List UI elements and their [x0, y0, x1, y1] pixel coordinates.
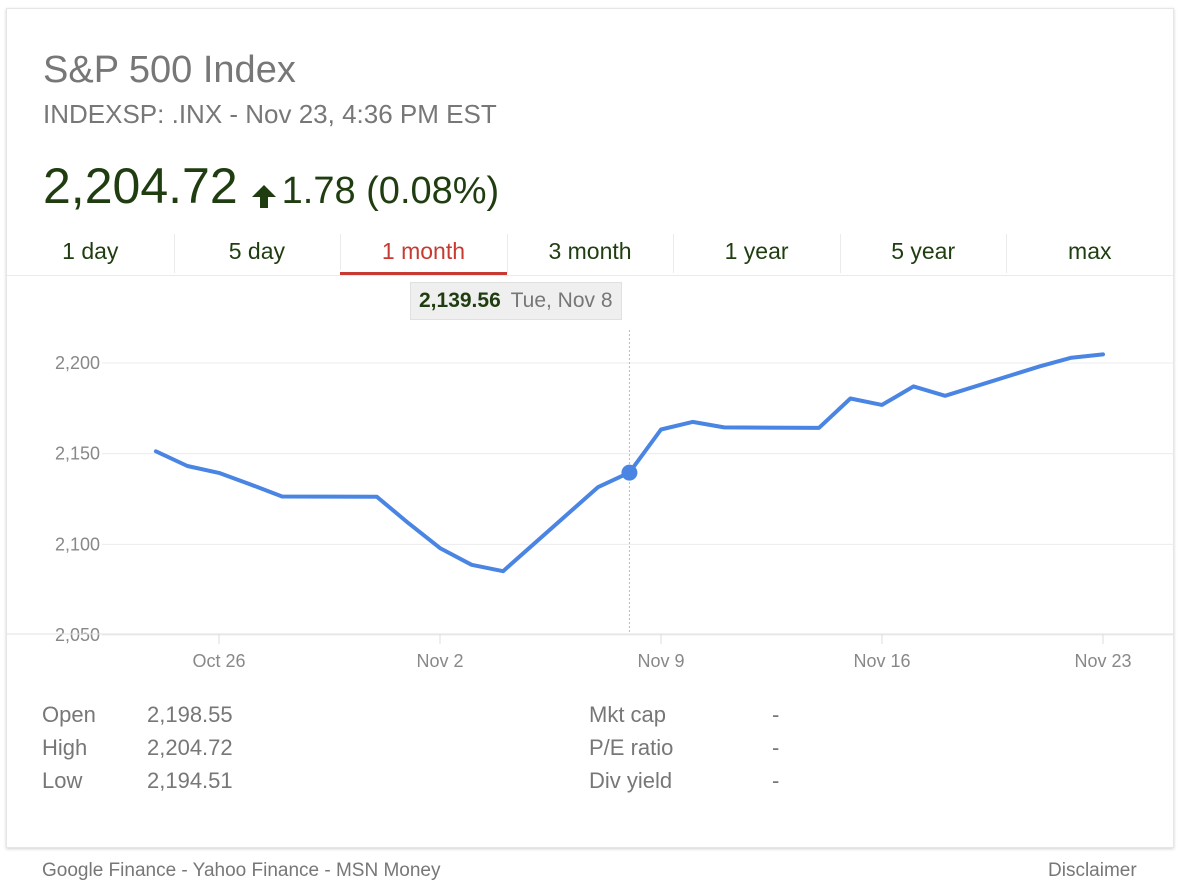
- tab-1-day[interactable]: 1 day: [62, 238, 119, 264]
- price-chart[interactable]: 2,050 2,100 2,150 2,200 Oct 26 Nov 2 Nov 9 Nov …: [0, 0, 1180, 700]
- finance-card: S&P 500 Index INDEXSP: .INX - Nov 23, 4:…: [6, 8, 1174, 848]
- tab-5-day[interactable]: 5 day: [173, 228, 341, 275]
- stat-label: Mkt cap: [589, 702, 667, 727]
- stat-label: Open: [42, 702, 96, 727]
- tab-5-year[interactable]: 5 year: [839, 228, 1007, 275]
- tab-1-month[interactable]: 1 month: [340, 228, 507, 275]
- stat-row-high: High 2,204.72: [42, 735, 302, 768]
- stats-left: Open 2,198.55 High 2,204.72 Low 2,194.51: [42, 702, 302, 801]
- stat-label: P/E ratio: [589, 735, 674, 760]
- chart-tooltip: 2,139.56 Tue, Nov 8: [410, 282, 622, 320]
- x-tick-label: Nov 9: [637, 651, 684, 671]
- x-tick-label: Nov 23: [1074, 651, 1131, 671]
- y-tick-label: 2,200: [55, 353, 100, 373]
- highlight-point: [621, 464, 638, 481]
- x-tick-label: Nov 16: [853, 651, 910, 671]
- current-price: 2,204.72: [43, 158, 238, 214]
- stat-row-pe-ratio: P/E ratio -: [589, 735, 849, 768]
- stat-row-open: Open 2,198.55: [42, 702, 302, 735]
- index-subtitle: INDEXSP: .INX - Nov 23, 4:36 PM EST: [43, 99, 497, 129]
- stat-value: -: [772, 735, 780, 760]
- range-tabs: 1 day 5 day 1 month 3 month 1 year 5 yea…: [7, 228, 1173, 276]
- stat-value: 2,194.51: [147, 768, 233, 793]
- tooltip-value: 2,139.56: [419, 289, 501, 312]
- x-tick-label: Nov 2: [416, 651, 463, 671]
- tab-max[interactable]: max: [1006, 228, 1173, 275]
- stat-row-div-yield: Div yield -: [589, 768, 849, 801]
- price-change: 1.78 (0.08%): [281, 170, 500, 212]
- y-tick-label: 2,100: [55, 534, 100, 554]
- stat-value: -: [772, 768, 780, 793]
- stat-label: Low: [42, 768, 83, 793]
- stat-row-mkt-cap: Mkt cap -: [589, 702, 849, 735]
- stats-right: Mkt cap - P/E ratio - Div yield -: [589, 702, 849, 801]
- tooltip-date: Tue, Nov 8: [510, 289, 613, 312]
- stat-label: High: [42, 735, 88, 760]
- tab-1-year[interactable]: 1 year: [673, 228, 840, 275]
- stat-row-low: Low 2,194.51: [42, 768, 302, 801]
- tab-3-month[interactable]: 3 month: [506, 228, 674, 275]
- y-tick-label: 2,150: [55, 444, 100, 464]
- stat-value: 2,204.72: [147, 735, 233, 760]
- stat-label: Div yield: [589, 768, 673, 793]
- stat-value: 2,198.55: [147, 702, 233, 727]
- price-row: 2,204.72 1.78 (0.08%): [43, 157, 499, 215]
- footer-links[interactable]: Google Finance - Yahoo Finance - MSN Mon…: [42, 860, 441, 881]
- arrow-up-icon: [251, 185, 276, 208]
- y-tick-label: 2,050: [55, 625, 100, 645]
- index-title: S&P 500 Index: [43, 49, 296, 91]
- disclaimer-link[interactable]: Disclaimer: [1048, 860, 1137, 881]
- x-tick-label: Oct 26: [192, 651, 245, 671]
- stat-value: -: [772, 702, 780, 727]
